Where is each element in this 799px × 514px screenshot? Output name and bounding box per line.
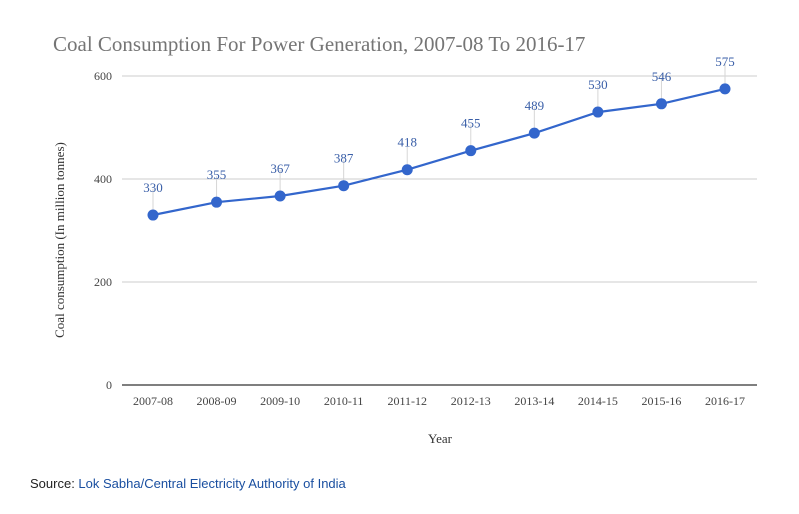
data-point [592,106,604,118]
x-tick-label: 2015-16 [641,394,681,408]
data-point [274,190,286,202]
x-tick-label: 2014-15 [578,394,618,408]
x-tick-label: 2013-14 [514,394,554,408]
x-tick-label: 2016-17 [705,394,745,408]
y-axis-ticks: 0 200 400 600 [94,69,112,392]
data-label: 455 [461,116,481,131]
data-label: 530 [588,77,608,92]
data-labels: 330 355 367 387 418 455 489 530 546 575 [143,54,735,195]
data-label: 575 [715,54,735,69]
y-tick-label: 600 [94,69,112,83]
y-tick-label: 200 [94,275,112,289]
data-points [147,83,731,221]
data-label: 355 [207,167,227,182]
x-axis-ticks: 2007-08 2008-09 2009-10 2010-11 2011-12 2012-… [133,394,745,408]
data-label: 418 [397,135,417,150]
x-tick-label: 2011-12 [387,394,427,408]
data-label: 387 [334,151,354,166]
x-tick-label: 2008-09 [197,394,237,408]
x-tick-label: 2009-10 [260,394,300,408]
data-point [147,209,159,221]
data-point [719,83,731,95]
source-prefix: Source: [30,476,79,491]
line-chart: Coal Consumption For Power Generation, 2… [52,32,757,446]
gridlines [122,75,757,283]
chart-title: Coal Consumption For Power Generation, 2… [53,32,585,56]
data-label: 546 [652,69,672,84]
x-tick-label: 2007-08 [133,394,173,408]
data-point [528,127,540,139]
data-label: 489 [525,98,545,113]
source-link[interactable]: Lok Sabha/Central Electricity Authority … [78,476,346,491]
data-point [211,196,223,208]
y-tick-label: 0 [106,378,112,392]
x-axis-label: Year [428,431,453,446]
source-note: Source: Lok Sabha/Central Electricity Au… [30,476,346,491]
data-point [338,180,350,192]
data-point [401,164,413,176]
x-tick-label: 2012-13 [451,394,491,408]
data-point [465,145,477,157]
label-leaders [152,62,726,211]
x-tick-label: 2010-11 [324,394,364,408]
data-point [655,98,667,110]
data-label: 367 [270,161,290,176]
y-tick-label: 400 [94,172,112,186]
data-label: 330 [143,180,163,195]
series-line [152,87,726,217]
y-axis-label: Coal consumption (In million tonnes) [52,142,67,338]
